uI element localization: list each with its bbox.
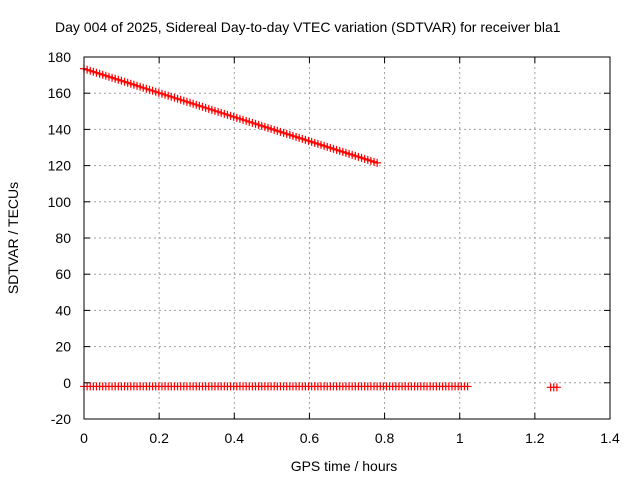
axis-ticks: 0 0.2 0.4 0.6 0.8 1 1.2 1.4 -20 0 20 40 60 80 100 120 14… [48, 49, 620, 446]
x-axis-label: GPS time / hours [291, 458, 398, 474]
y-tick-label: 20 [55, 339, 71, 355]
chart-title: Day 004 of 2025, Sidereal Day-to-day VTE… [55, 19, 561, 35]
y-tick-label: 80 [55, 230, 71, 246]
y-tick-label: -20 [51, 411, 71, 427]
x-tick-label: 0 [80, 430, 88, 446]
series-near-zero [80, 382, 472, 391]
y-tick-label: 160 [48, 85, 72, 101]
x-tick-label: 1.4 [600, 430, 620, 446]
x-tick-label: 1 [456, 430, 464, 446]
y-tick-label: 40 [55, 302, 71, 318]
y-tick-label: 180 [48, 49, 72, 65]
data-points [80, 64, 561, 392]
y-tick-label: 120 [48, 158, 72, 174]
x-tick-label: 0.2 [149, 430, 169, 446]
y-axis-label: SDTVAR / TECUs [5, 182, 21, 294]
x-tick-label: 0.4 [225, 430, 245, 446]
x-tick-label: 0.8 [375, 430, 395, 446]
y-tick-label: 0 [63, 375, 71, 391]
x-tick-label: 0.6 [300, 430, 320, 446]
y-tick-label: 100 [48, 194, 72, 210]
y-tick-label: 60 [55, 266, 71, 282]
data-point [552, 383, 561, 392]
data-point [463, 382, 472, 391]
data-point [373, 158, 382, 167]
y-tick-label: 140 [48, 121, 72, 137]
series-isolated [546, 383, 561, 392]
series-descending [80, 64, 382, 167]
x-tick-label: 1.2 [525, 430, 545, 446]
